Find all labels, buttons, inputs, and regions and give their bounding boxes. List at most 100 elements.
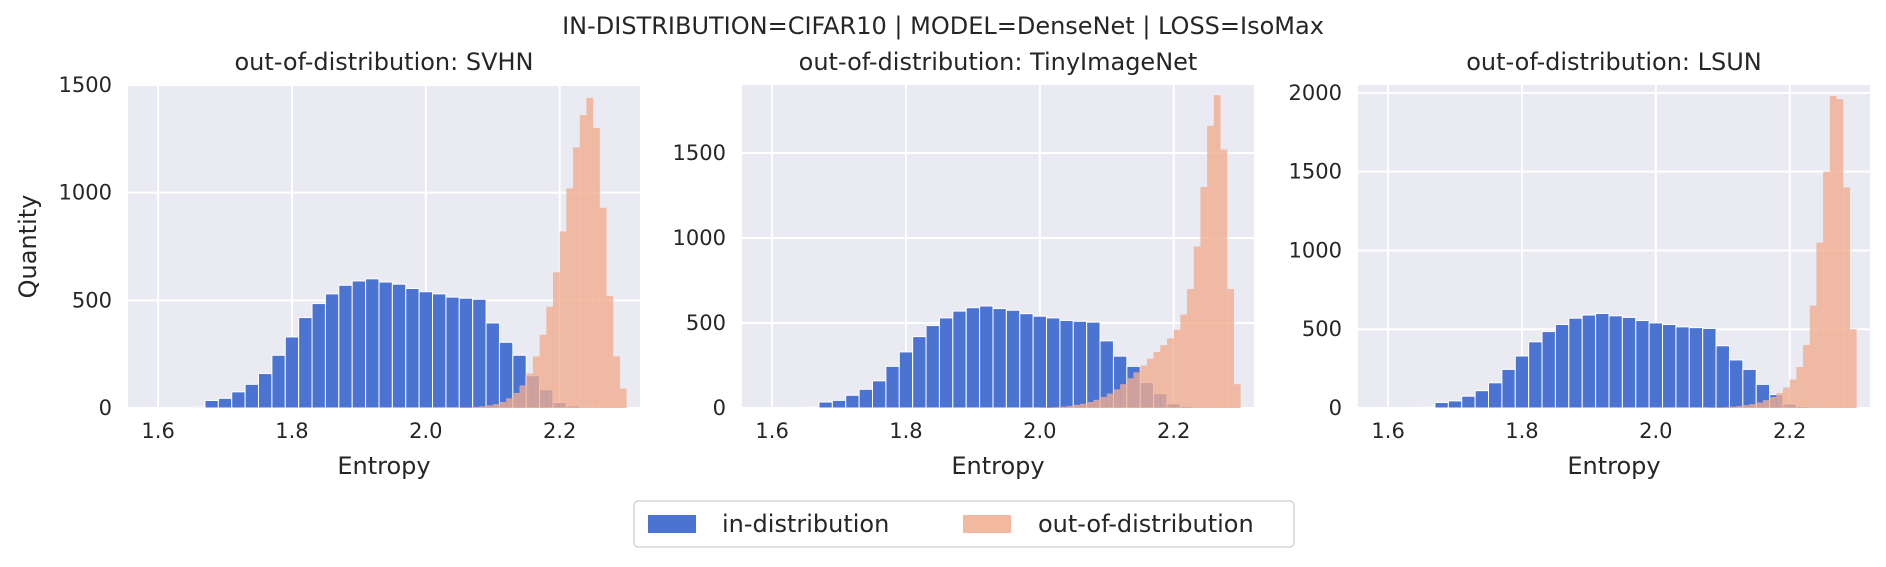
bar-in-distribution <box>1087 322 1100 408</box>
bar-out-of-distribution <box>1776 393 1783 408</box>
bar-in-distribution <box>366 279 379 408</box>
bar-in-distribution <box>392 284 405 408</box>
x-tick-label: 2.0 <box>1639 419 1672 443</box>
y-tick-label: 0 <box>713 396 726 420</box>
bar-in-distribution <box>886 366 899 408</box>
x-tick-label: 1.8 <box>275 419 308 443</box>
x-axis-label: Entropy <box>337 452 430 480</box>
bar-in-distribution <box>1649 323 1662 408</box>
bar-in-distribution <box>419 292 432 408</box>
bar-in-distribution <box>859 389 872 408</box>
bar-in-distribution <box>1622 317 1635 408</box>
bar-in-distribution <box>993 309 1006 408</box>
bar-in-distribution <box>1006 310 1019 408</box>
bar-out-of-distribution <box>499 402 506 408</box>
bar-in-distribution <box>806 407 819 408</box>
y-tick-label: 0 <box>1329 396 1342 420</box>
bar-in-distribution <box>205 400 218 408</box>
bar-in-distribution <box>1462 396 1475 408</box>
bar-in-distribution <box>1703 328 1716 408</box>
y-tick-label: 1500 <box>1289 160 1342 184</box>
bar-in-distribution <box>232 392 245 408</box>
bar-in-distribution <box>339 285 352 408</box>
legend-swatch-out-of-distribution <box>963 515 1011 533</box>
bar-out-of-distribution <box>1067 406 1074 408</box>
legend-label-in-distribution: in-distribution <box>722 510 889 538</box>
x-tick-label: 2.2 <box>1773 419 1806 443</box>
x-tick-label: 1.8 <box>889 419 922 443</box>
subplots: 1.6 1.8 2.0 2.2 0 500 1000 1500 out-of-distribut… <box>14 48 1870 480</box>
bar-in-distribution <box>1582 315 1595 408</box>
bar-out-of-distribution <box>1073 405 1080 408</box>
bar-in-distribution <box>1609 316 1622 408</box>
y-tick-label: 500 <box>686 311 726 335</box>
bar-out-of-distribution <box>513 393 520 408</box>
bar-out-of-distribution <box>479 406 486 408</box>
bar-out-of-distribution <box>1729 407 1736 408</box>
bar-in-distribution <box>1529 342 1542 408</box>
bar-out-of-distribution <box>1194 247 1201 409</box>
bar-in-distribution <box>846 395 859 408</box>
bar-out-of-distribution <box>1770 397 1777 408</box>
bar-out-of-distribution <box>1810 306 1817 408</box>
bar-out-of-distribution <box>473 407 480 408</box>
bar-out-of-distribution <box>1100 397 1107 408</box>
bar-in-distribution <box>1636 321 1649 408</box>
bar-out-of-distribution <box>1796 367 1803 408</box>
y-tick-label: 1000 <box>673 226 726 250</box>
bar-out-of-distribution <box>493 404 500 408</box>
bar-out-of-distribution <box>506 398 513 408</box>
bar-in-distribution <box>1555 324 1568 408</box>
bar-out-of-distribution <box>580 115 587 408</box>
bar-out-of-distribution <box>526 374 533 408</box>
bar-in-distribution <box>1515 356 1528 408</box>
bar-in-distribution <box>459 298 472 408</box>
bar-out-of-distribution <box>573 147 580 408</box>
bar-out-of-distribution <box>1113 389 1120 408</box>
bar-in-distribution <box>873 381 886 408</box>
bar-out-of-distribution <box>546 307 553 408</box>
bar-out-of-distribution <box>1723 407 1730 408</box>
x-axis-label: Entropy <box>951 452 1044 480</box>
bar-out-of-distribution <box>520 385 527 408</box>
bar-in-distribution <box>259 374 272 408</box>
bar-out-of-distribution <box>1830 96 1837 408</box>
y-tick-label: 500 <box>72 288 112 312</box>
y-tick-label: 2000 <box>1289 81 1342 105</box>
bar-in-distribution <box>325 294 338 408</box>
bar-out-of-distribution <box>1783 388 1790 408</box>
bar-in-distribution <box>939 318 952 408</box>
bar-in-distribution <box>1502 369 1515 408</box>
bar-out-of-distribution <box>1816 243 1823 408</box>
bar-out-of-distribution <box>613 356 620 408</box>
bar-in-distribution <box>1542 332 1555 408</box>
bar-in-distribution <box>1716 346 1729 408</box>
x-tick-label: 2.0 <box>409 419 442 443</box>
bar-in-distribution <box>1047 318 1060 408</box>
bar-in-distribution <box>819 402 832 408</box>
x-tick-label: 2.2 <box>543 419 576 443</box>
bar-out-of-distribution <box>560 231 567 408</box>
bar-in-distribution <box>1596 313 1609 408</box>
bar-in-distribution <box>1663 324 1676 408</box>
bar-out-of-distribution <box>1087 402 1094 408</box>
bar-out-of-distribution <box>533 356 540 408</box>
bar-in-distribution <box>1435 402 1448 408</box>
x-tick-label: 1.6 <box>141 419 174 443</box>
bar-in-distribution <box>1489 383 1502 408</box>
bar-out-of-distribution <box>1120 384 1127 408</box>
legend: in-distribution out-of-distribution <box>634 501 1294 547</box>
bar-in-distribution <box>926 326 939 408</box>
bar-in-distribution <box>899 352 912 408</box>
bar-in-distribution <box>406 288 419 408</box>
bar-in-distribution <box>473 299 486 408</box>
subplot-title: out-of-distribution: SVHN <box>234 48 533 76</box>
bar-out-of-distribution <box>1180 315 1187 409</box>
x-tick-label: 1.6 <box>1371 419 1404 443</box>
legend-swatch-in-distribution <box>648 515 696 533</box>
bar-out-of-distribution <box>1093 400 1100 408</box>
bar-in-distribution <box>379 282 392 408</box>
